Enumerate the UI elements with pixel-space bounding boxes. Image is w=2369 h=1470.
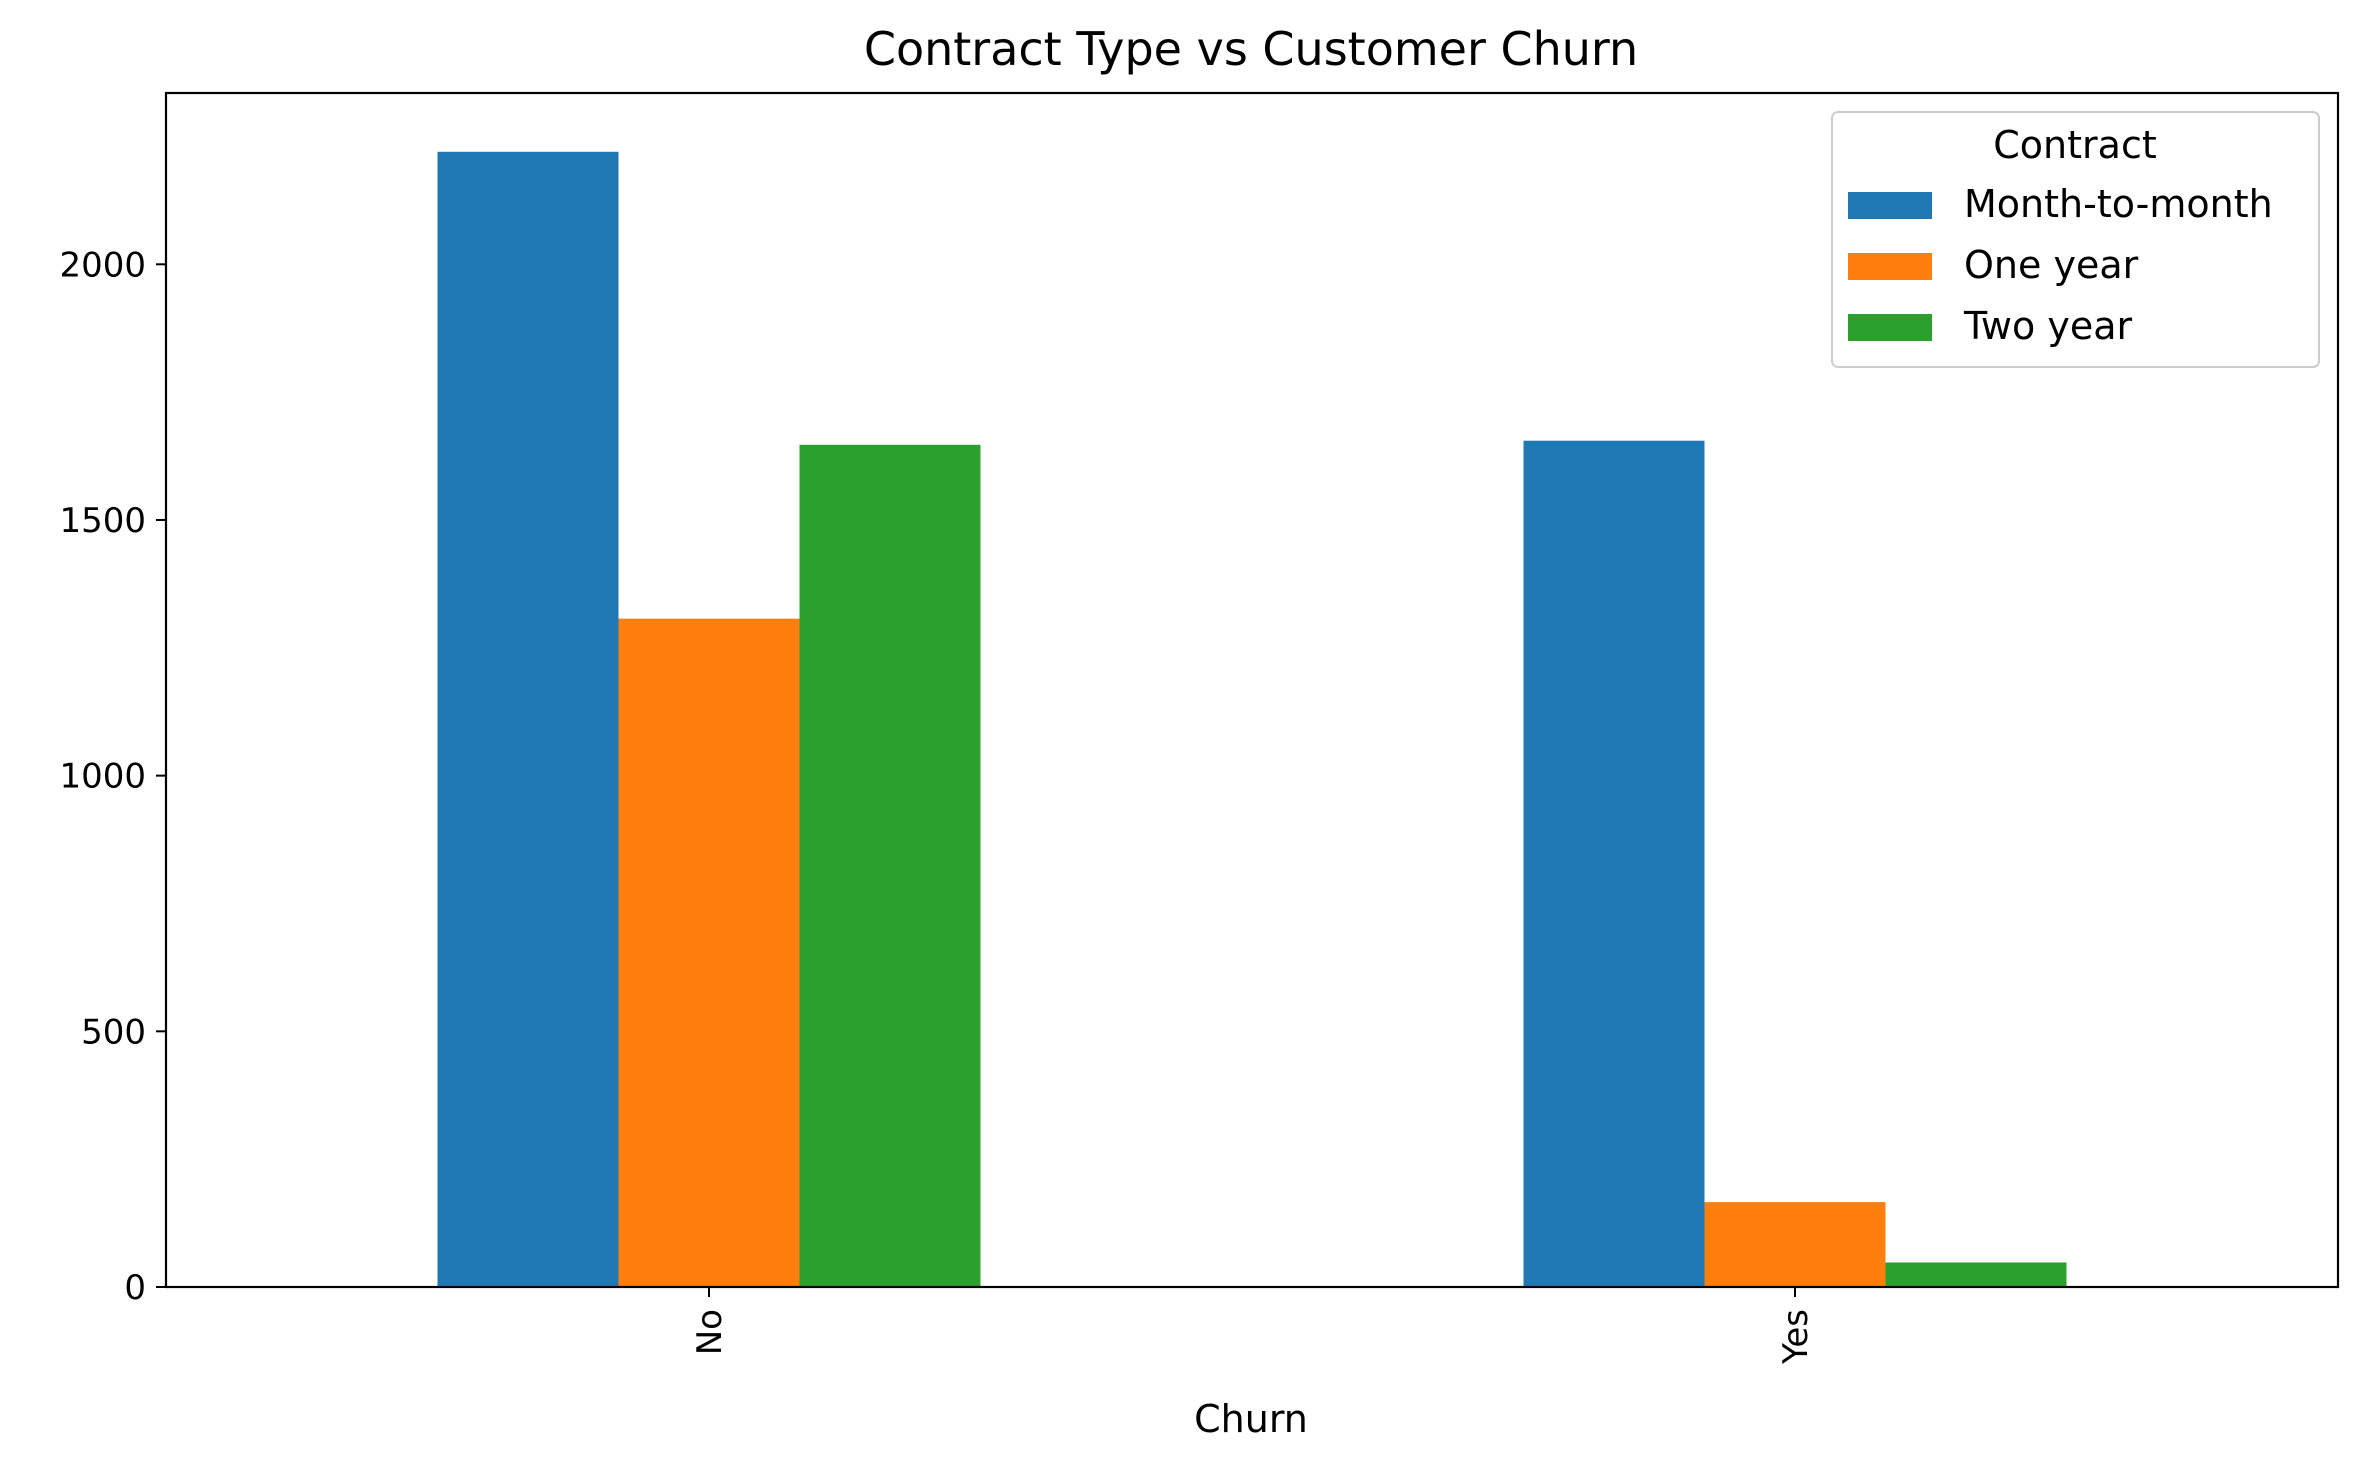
y-tick-label: 2000 (59, 245, 146, 285)
legend-swatch (1848, 314, 1932, 341)
legend-title: Contract (1993, 123, 2156, 167)
bar-no-two-year (799, 444, 981, 1288)
x-tick-label: Yes (1776, 1309, 1816, 1365)
bar-yes-one-year (1704, 1202, 1886, 1287)
legend-label: Two year (1963, 304, 2132, 348)
legend-swatch (1848, 253, 1932, 280)
bar-yes-two-year (1885, 1262, 2067, 1287)
y-tick-label: 0 (124, 1268, 146, 1308)
y-tick-label: 1000 (59, 757, 146, 797)
bar-no-one-year (618, 618, 800, 1287)
plot-area-frame (164, 91, 2340, 1289)
chart-title: Contract Type vs Customer Churn (864, 22, 1638, 76)
bar-yes-month-to-month (1523, 440, 1705, 1287)
y-tick-label: 500 (81, 1012, 146, 1052)
bars-group (437, 151, 2067, 1288)
legend: Contract Month-to-month One year Two year (1831, 111, 2320, 368)
x-axis-label: Churn (1194, 1397, 1308, 1441)
y-tick-label: 1500 (59, 501, 146, 541)
legend-swatch (1848, 192, 1932, 219)
x-ticks-group: No Yes (690, 1287, 1816, 1365)
y-ticks-group: 0 500 1000 1500 2000 (59, 245, 166, 1308)
x-tick-label: No (690, 1309, 730, 1355)
legend-label: Month-to-month (1964, 182, 2273, 226)
legend-label: One year (1964, 243, 2139, 287)
bar-no-month-to-month (437, 151, 619, 1287)
legend-frame (1831, 111, 2320, 368)
